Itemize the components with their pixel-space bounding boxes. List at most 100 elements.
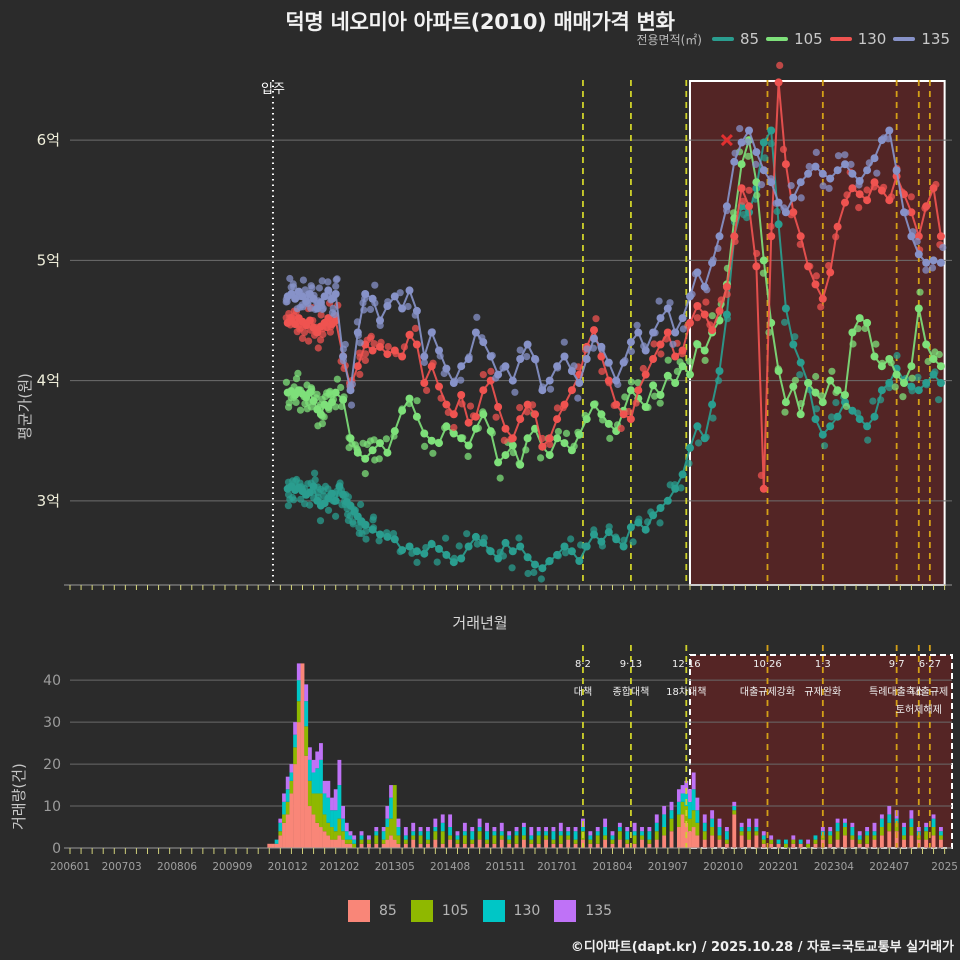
volume-bar-segment[interactable] [381,839,386,844]
volume-bar-segment[interactable] [647,827,652,832]
volume-bar-segment[interactable] [418,835,423,844]
price-data-marker[interactable] [811,280,820,289]
price-data-marker[interactable] [619,542,628,551]
price-data-marker[interactable] [420,429,429,438]
volume-bar-segment[interactable] [282,822,286,848]
volume-bar-segment[interactable] [278,822,283,832]
volume-bar-segment[interactable] [909,810,914,819]
price-data-marker[interactable] [553,550,562,559]
volume-bar-segment[interactable] [573,839,578,844]
price-data-marker[interactable] [693,422,702,431]
price-data-marker[interactable] [368,294,377,303]
volume-bar-segment[interactable] [754,827,759,832]
price-data-marker[interactable] [855,314,864,323]
volume-bar-segment[interactable] [632,822,637,832]
price-data-marker[interactable] [900,208,908,217]
volume-bar-segment[interactable] [330,810,334,828]
price-data-marker[interactable] [412,547,421,556]
volume-bar-segment[interactable] [806,843,811,848]
volume-bar-segment[interactable] [632,835,637,844]
price-data-marker[interactable] [538,386,547,395]
volume-bar-segment[interactable] [843,835,847,848]
price-data-marker[interactable] [929,256,938,265]
volume-bar-segment[interactable] [411,835,416,840]
volume-bar-segment[interactable] [806,839,811,844]
price-data-marker[interactable] [678,346,687,355]
volume-bar-segment[interactable] [835,839,840,848]
price-data-marker[interactable] [922,258,931,267]
volume-bar-segment[interactable] [813,835,818,840]
volume-bar-segment[interactable] [850,822,855,828]
price-data-marker[interactable] [597,342,606,351]
volume-bar-segment[interactable] [289,780,294,794]
price-data-marker[interactable] [789,382,798,391]
price-data-marker[interactable] [936,258,945,267]
volume-bar-segment[interactable] [477,839,482,848]
price-data-marker[interactable] [877,136,886,145]
price-data-marker[interactable] [678,362,687,371]
price-data-marker[interactable] [833,386,842,395]
price-data-marker[interactable] [523,400,532,409]
price-data-marker[interactable] [641,403,650,411]
price-data-marker[interactable] [427,362,436,371]
volume-bar-segment[interactable] [274,843,279,848]
price-data-marker[interactable] [686,370,694,379]
volume-bar-segment[interactable] [381,843,386,848]
price-data-marker[interactable] [907,382,916,391]
price-data-marker[interactable] [346,434,355,443]
volume-bar-segment[interactable] [761,843,766,848]
top-legend-item-105[interactable]: 105 [766,30,823,48]
volume-bar-segment[interactable] [551,843,556,848]
volume-bar-segment[interactable] [739,831,744,836]
volume-bar-segment[interactable] [366,843,371,848]
volume-bar-segment[interactable] [924,831,929,840]
volume-bar-segment[interactable] [514,835,519,844]
volume-bar-segment[interactable] [462,835,467,844]
price-data-marker[interactable] [604,358,613,367]
volume-bar-segment[interactable] [872,839,877,848]
price-data-marker[interactable] [693,268,702,277]
volume-bar-segment[interactable] [418,827,423,832]
volume-bar-segment[interactable] [392,839,397,848]
price-data-marker[interactable] [582,542,591,551]
price-data-marker[interactable] [471,412,480,421]
volume-bar-segment[interactable] [603,835,608,840]
price-data-marker[interactable] [700,282,709,291]
volume-bar-segment[interactable] [551,831,556,840]
volume-bar-segment[interactable] [311,793,316,815]
volume-bar-segment[interactable] [374,835,379,844]
volume-bar-segment[interactable] [573,843,578,848]
price-data-marker[interactable] [412,340,421,349]
price-data-marker[interactable] [767,232,776,241]
price-data-marker[interactable] [767,178,776,187]
price-data-marker[interactable] [626,338,635,347]
volume-bar-segment[interactable] [389,818,393,836]
volume-bar-segment[interactable] [499,822,504,832]
price-data-marker[interactable] [715,232,724,241]
price-data-marker[interactable] [722,310,731,319]
price-data-marker[interactable] [346,501,355,510]
volume-bar-segment[interactable] [344,822,349,832]
top-legend-item-85[interactable]: 85 [711,30,759,48]
volume-bar-segment[interactable] [850,835,855,840]
volume-bar-segment[interactable] [761,835,766,840]
volume-bar-segment[interactable] [632,843,637,848]
price-data-marker[interactable] [471,424,480,433]
volume-bar-segment[interactable] [440,843,445,848]
volume-bar-segment[interactable] [440,814,445,823]
price-data-marker[interactable] [929,184,938,193]
price-data-marker[interactable] [412,306,421,315]
price-data-marker[interactable] [398,406,407,415]
volume-bar-segment[interactable] [573,831,578,840]
price-data-marker[interactable] [575,557,584,565]
price-data-marker[interactable] [553,362,562,371]
price-data-marker[interactable] [368,525,377,534]
volume-bar-segment[interactable] [282,814,286,823]
volume-bar-segment[interactable] [278,831,283,836]
volume-bar-segment[interactable] [680,814,685,848]
volume-bar-segment[interactable] [732,814,737,848]
volume-bar-segment[interactable] [392,785,397,840]
volume-bar-segment[interactable] [470,843,475,848]
volume-bar-segment[interactable] [610,843,615,848]
price-data-marker[interactable] [383,448,392,457]
